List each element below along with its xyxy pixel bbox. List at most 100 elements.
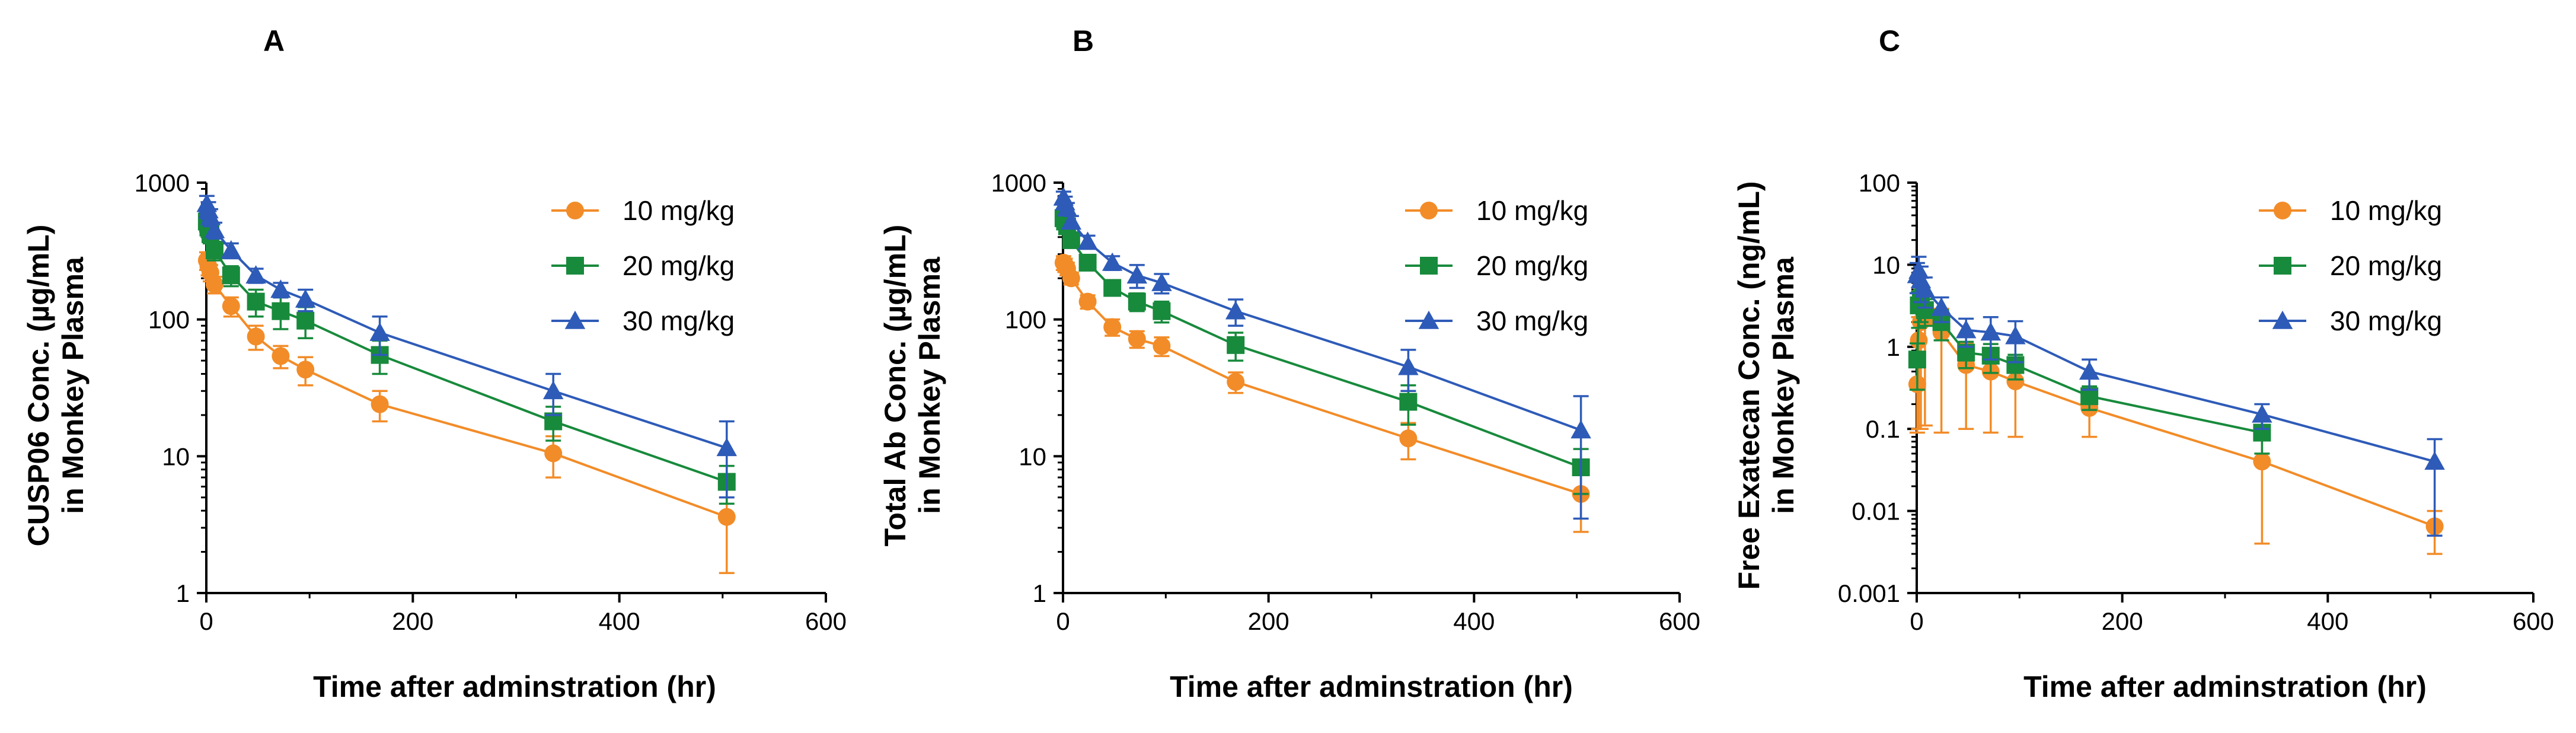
data-point bbox=[1102, 252, 1123, 271]
y-tick-label: 1 bbox=[1033, 579, 1046, 607]
series-30-mg-kg bbox=[1053, 187, 1591, 520]
y-axis-title-line1: Free Exatecan Conc. (ng/mL) bbox=[1732, 181, 1766, 589]
data-point bbox=[222, 297, 240, 315]
data-point bbox=[369, 322, 390, 341]
y-axis-title-line2: in Monkey Plasma bbox=[56, 256, 90, 514]
data-point bbox=[1571, 420, 1591, 439]
legend-label: 30 mg/kg bbox=[2330, 305, 2442, 336]
legend-marker bbox=[2272, 310, 2293, 329]
data-point bbox=[1153, 302, 1171, 320]
x-tick-label: 0 bbox=[199, 607, 213, 635]
legend-label: 20 mg/kg bbox=[2330, 250, 2442, 281]
data-point bbox=[222, 266, 240, 285]
data-point bbox=[247, 292, 265, 311]
legend-label: 10 mg/kg bbox=[2330, 195, 2442, 226]
legend: 10 mg/kg 20 mg/kg 30 mg/kg bbox=[551, 195, 735, 336]
legend-label: 20 mg/kg bbox=[623, 250, 735, 281]
x-tick-label: 600 bbox=[2513, 607, 2554, 635]
legend-marker bbox=[2274, 202, 2291, 219]
series-10-mg-kg bbox=[197, 251, 736, 575]
data-point bbox=[296, 361, 315, 379]
data-point bbox=[1128, 330, 1146, 348]
data-point bbox=[1227, 336, 1245, 354]
legend-marker bbox=[1420, 202, 1438, 219]
data-point bbox=[1151, 272, 1172, 291]
legend-label: 30 mg/kg bbox=[1476, 305, 1588, 336]
data-point bbox=[1399, 429, 1418, 448]
legend-label: 10 mg/kg bbox=[623, 195, 735, 226]
data-point bbox=[1908, 260, 1929, 279]
x-tick-label: 400 bbox=[599, 607, 640, 635]
y-axis-title: Free Exatecan Conc. (ng/mL) in Monkey Pl… bbox=[1732, 181, 1800, 589]
y-axis-title: Total Ab Conc. (µg/mL) in Monkey Plasma bbox=[879, 225, 946, 547]
data-point bbox=[270, 279, 291, 298]
data-point bbox=[1062, 231, 1080, 249]
data-point bbox=[221, 240, 242, 259]
panel-c: C Free Exatecan Conc. (ng/mL) in Monkey … bbox=[1732, 24, 2554, 703]
data-point bbox=[1955, 320, 1977, 339]
y-tick-label: 1 bbox=[176, 579, 190, 607]
y-axis-title-line2: in Monkey Plasma bbox=[913, 256, 946, 514]
data-point bbox=[296, 311, 315, 330]
x-tick-label: 600 bbox=[805, 607, 847, 635]
x-tick-label: 600 bbox=[1659, 607, 1700, 635]
data-point bbox=[544, 444, 563, 463]
y-tick-label: 1000 bbox=[135, 169, 190, 197]
x-axis-title: Time after adminstration (hr) bbox=[2023, 670, 2427, 703]
x-axis-title: Time after adminstration (hr) bbox=[313, 670, 716, 703]
data-point bbox=[716, 438, 738, 457]
legend: 10 mg/kg 20 mg/kg 30 mg/kg bbox=[2259, 195, 2442, 336]
data-point bbox=[1908, 350, 1926, 369]
x-tick-label: 400 bbox=[2307, 607, 2348, 635]
y-tick-label: 10 bbox=[162, 442, 190, 470]
data-point bbox=[272, 347, 290, 365]
data-point bbox=[295, 289, 316, 308]
data-point bbox=[2005, 326, 2026, 345]
x-tick-label: 0 bbox=[1910, 607, 1923, 635]
legend-marker bbox=[1418, 310, 1439, 329]
y-axis-title-line1: CUSP06 Conc. (µg/mL) bbox=[22, 225, 55, 547]
data-point bbox=[1126, 265, 1148, 284]
y-tick-label: 0.01 bbox=[1852, 498, 1900, 525]
y-tick-label: 100 bbox=[148, 306, 190, 334]
series-20-mg-kg bbox=[197, 212, 736, 505]
legend-label: 30 mg/kg bbox=[623, 305, 735, 336]
x-tick-label: 200 bbox=[2102, 607, 2143, 635]
series-30-mg-kg bbox=[1907, 256, 2445, 537]
data-point bbox=[1128, 292, 1146, 311]
data-point bbox=[1980, 322, 2002, 341]
data-point bbox=[247, 327, 265, 346]
data-point bbox=[371, 395, 389, 413]
y-tick-label: 1 bbox=[1886, 333, 1900, 361]
y-axis-title-line2: in Monkey Plasma bbox=[1767, 256, 1800, 514]
data-point bbox=[1062, 269, 1080, 288]
panel-letter: A bbox=[263, 24, 285, 58]
y-tick-label: 10 bbox=[1019, 442, 1046, 470]
data-point bbox=[1056, 197, 1078, 216]
data-point bbox=[1061, 211, 1082, 230]
y-tick-label: 100 bbox=[1859, 169, 1900, 197]
legend-marker bbox=[566, 202, 584, 219]
panel-letter: B bbox=[1072, 24, 1094, 58]
data-point bbox=[1227, 372, 1245, 391]
y-tick-label: 0.001 bbox=[1838, 579, 1900, 607]
y-tick-label: 10 bbox=[1872, 251, 1900, 279]
legend-label: 20 mg/kg bbox=[1476, 250, 1588, 281]
x-tick-label: 200 bbox=[1248, 607, 1289, 635]
panel-a: A CUSP06 Conc. (µg/mL) in Monkey Plasma … bbox=[22, 24, 847, 703]
data-point bbox=[1153, 337, 1171, 355]
y-axis-title: CUSP06 Conc. (µg/mL) in Monkey Plasma bbox=[22, 225, 90, 547]
legend-label: 10 mg/kg bbox=[1476, 195, 1588, 226]
data-point bbox=[200, 206, 221, 225]
legend: 10 mg/kg 20 mg/kg 30 mg/kg bbox=[1405, 195, 1588, 336]
data-point bbox=[1914, 279, 1936, 298]
data-point bbox=[2252, 404, 2272, 423]
legend-marker bbox=[2274, 257, 2291, 275]
legend-marker bbox=[564, 310, 586, 329]
data-point bbox=[2424, 451, 2445, 470]
data-point bbox=[2079, 361, 2100, 380]
y-tick-label: 0.1 bbox=[1866, 415, 1900, 443]
data-point bbox=[1078, 253, 1097, 272]
y-tick-label: 1000 bbox=[991, 169, 1046, 197]
